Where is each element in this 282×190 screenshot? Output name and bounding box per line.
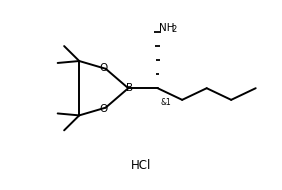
Text: 2: 2 [171, 25, 177, 34]
Text: O: O [100, 63, 108, 73]
Text: HCl: HCl [131, 159, 151, 172]
Text: B: B [126, 83, 133, 93]
Text: NH: NH [159, 23, 174, 33]
Text: &1: &1 [161, 98, 171, 107]
Text: O: O [100, 104, 108, 114]
